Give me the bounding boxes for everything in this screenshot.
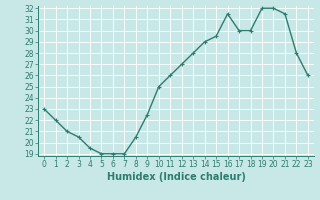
X-axis label: Humidex (Indice chaleur): Humidex (Indice chaleur) (107, 172, 245, 182)
